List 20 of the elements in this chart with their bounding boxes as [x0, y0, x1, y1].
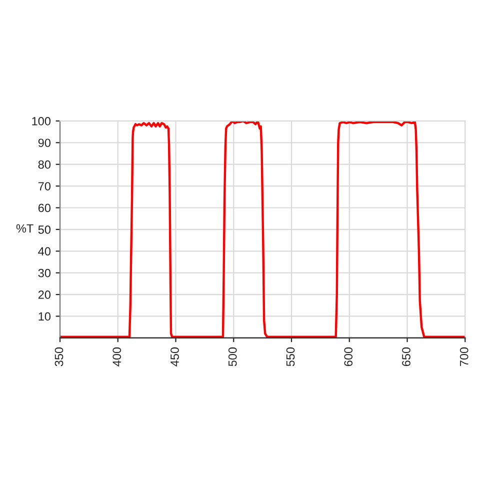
y-tick-label: 80 [38, 160, 51, 169]
y-tick-label: 20 [38, 290, 51, 299]
y-tick-label: 100 [32, 116, 51, 126]
x-tick-label: 450 [170, 347, 179, 366]
y-tick-label: 70 [38, 182, 51, 190]
y-tick-label: 30 [38, 268, 51, 278]
y-tick-label: 10 [38, 312, 51, 321]
y-tick-label: 90 [38, 138, 51, 148]
y-tick-label: 50 [38, 225, 51, 234]
x-tick-label: 500 [228, 347, 237, 366]
x-tick-label: 600 [344, 347, 353, 366]
x-tick-label: 650 [402, 347, 410, 366]
x-tick-label: 550 [286, 347, 295, 366]
line-series [60, 120, 466, 338]
y-axis-title: %T [16, 224, 34, 233]
y-tick-label: 40 [38, 247, 51, 256]
y-tick-label: 60 [38, 204, 51, 212]
x-tick-label: 700 [460, 347, 468, 366]
x-tick-label: 350 [54, 347, 64, 366]
x-tick-label: 400 [112, 347, 122, 366]
